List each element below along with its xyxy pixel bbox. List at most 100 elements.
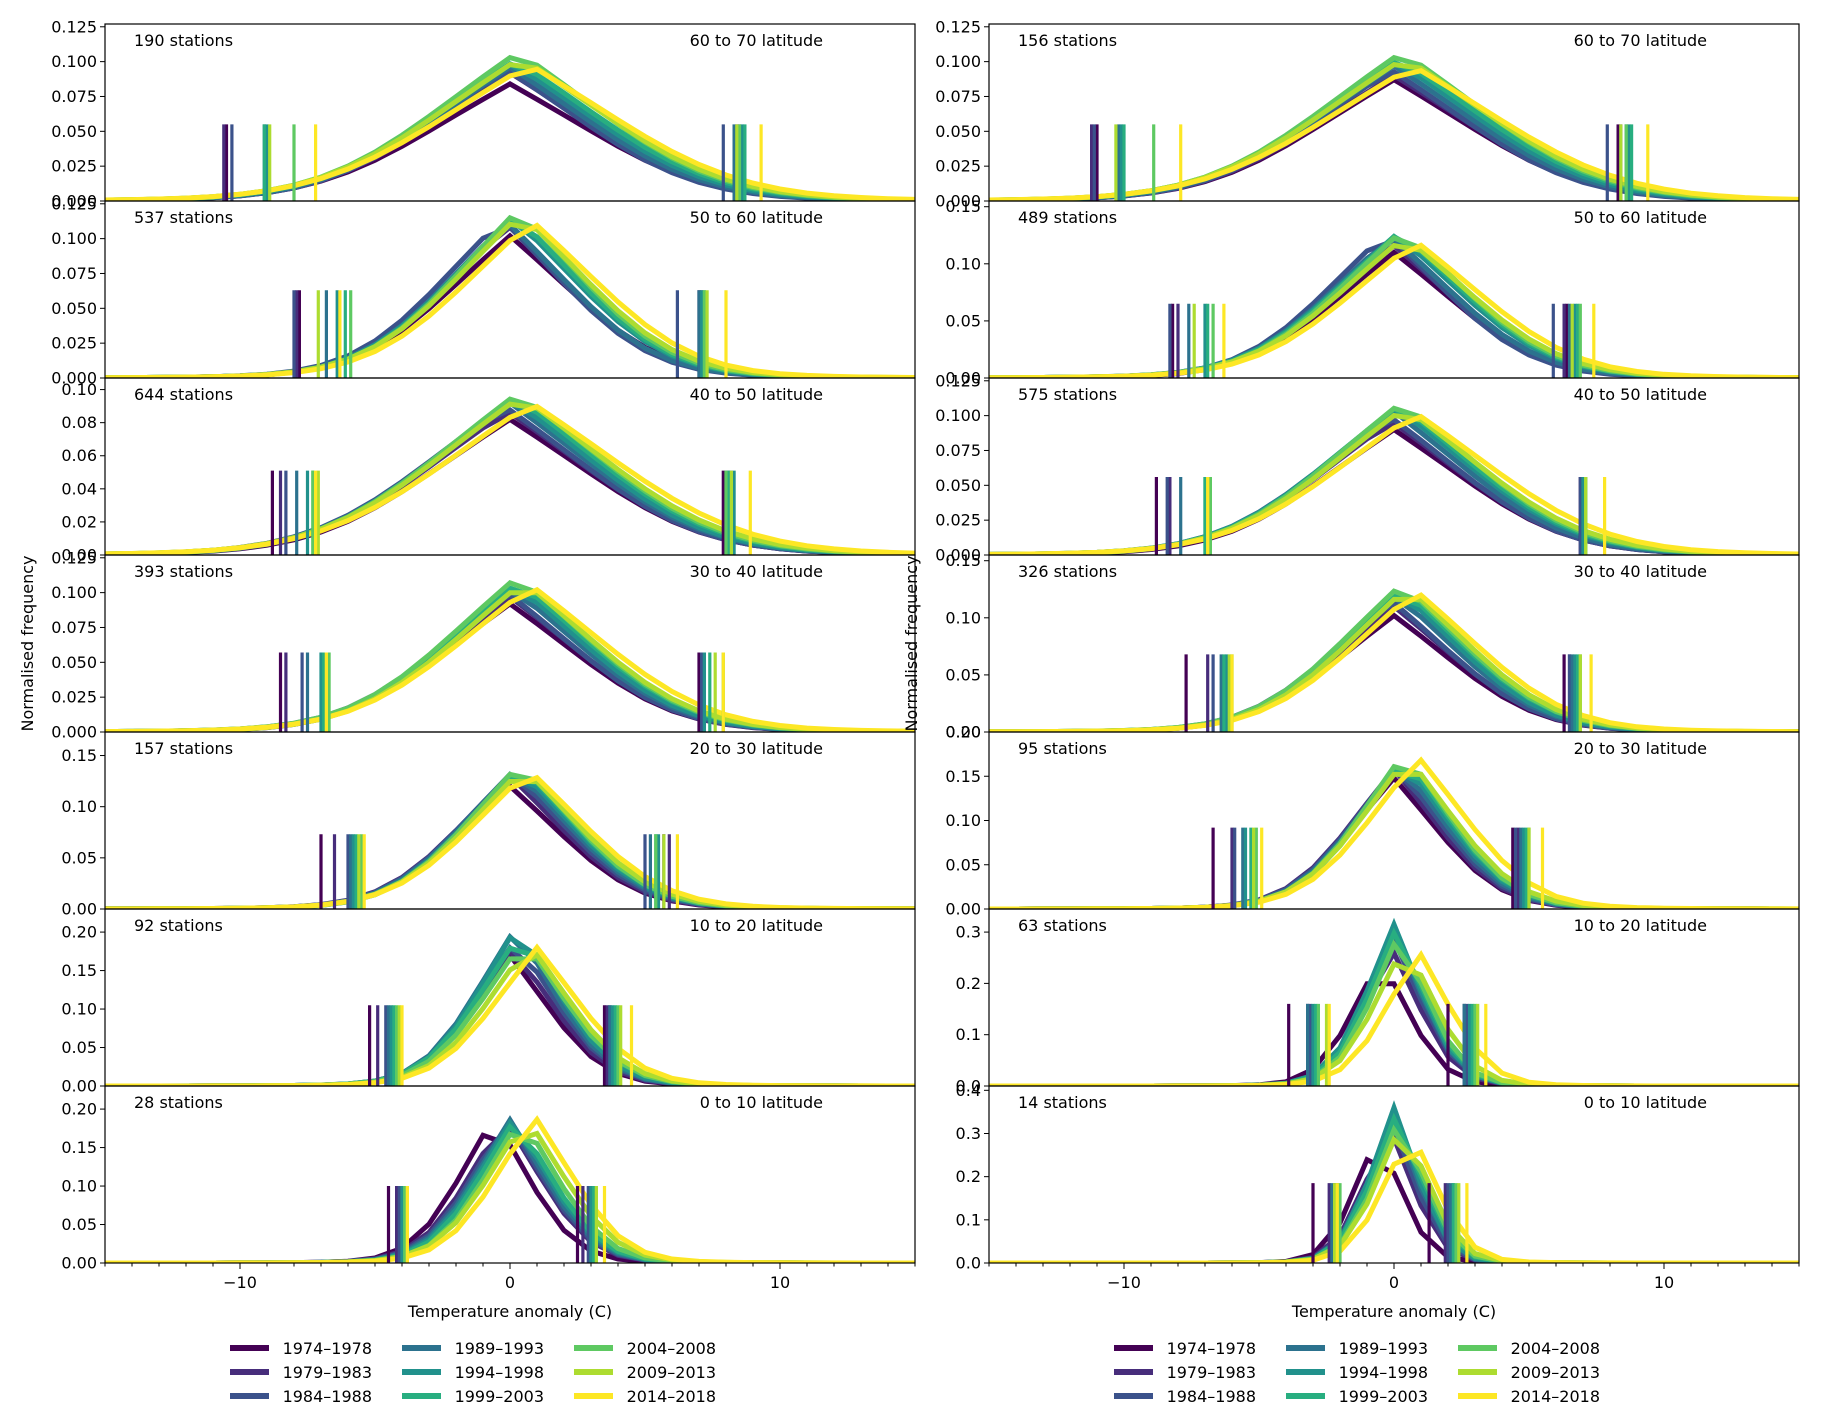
series-line-1984–1988 xyxy=(105,771,915,909)
axes-frame xyxy=(988,23,1800,202)
y-tick-label: 0.05 xyxy=(61,848,97,867)
latitude-label: 40 to 50 latitude xyxy=(1574,385,1707,404)
series-line-2009–2013 xyxy=(989,960,1799,1086)
legend-label: 1974–1978 xyxy=(282,1338,372,1358)
latitude-label: 50 to 60 latitude xyxy=(690,208,823,227)
latitude-label: 40 to 50 latitude xyxy=(690,385,823,404)
panel-0-3: 0.000 0.025 0.050 0.075 0.100 0.125 393 statio… xyxy=(51,548,916,742)
series-line-1999–2003 xyxy=(989,768,1799,909)
y-axis-label: Normalised frequency xyxy=(902,555,921,731)
y-tick-label: 0.000 xyxy=(935,546,981,565)
panel-1-0: 0.000 0.025 0.050 0.075 0.100 0.125 156 statio… xyxy=(935,17,1800,211)
stations-label: 326 stations xyxy=(1018,562,1117,581)
series-line-2014–2018 xyxy=(989,242,1799,378)
axes-frame xyxy=(988,554,1800,733)
y-tick-label: 0.10 xyxy=(945,811,981,830)
y-tick-label: 0.10 xyxy=(61,1000,97,1019)
panel-0-1: 0.000 0.025 0.050 0.075 0.100 0.125 537 statio… xyxy=(51,194,916,388)
y-tick-label: 0.125 xyxy=(51,194,97,213)
legend-item: 1984–1988 xyxy=(200,1384,372,1408)
legend-item: 2004–2008 xyxy=(1428,1336,1600,1360)
x-axis-label: Temperature anomaly (C) xyxy=(1291,1302,1496,1321)
series-line-2014–2018 xyxy=(989,68,1799,201)
latitude-label: 20 to 30 latitude xyxy=(690,739,823,758)
y-tick-label: 0.2 xyxy=(956,974,981,993)
y-tick-label: 0.050 xyxy=(51,653,97,672)
series-line-1979–1983 xyxy=(989,242,1799,378)
legend-swatch xyxy=(1458,1369,1497,1375)
legend-item: 1994–1998 xyxy=(1256,1360,1428,1384)
y-tick-label: 0.125 xyxy=(51,548,97,567)
series-line-1989–1993 xyxy=(989,62,1799,201)
panel-1-1: 0.00 0.05 0.10 0.15 489 stations 50 to 60 lat… xyxy=(945,197,1800,388)
plot-area xyxy=(105,214,915,378)
series-line-1974–1978 xyxy=(989,981,1799,1086)
stations-label: 63 stations xyxy=(1018,916,1107,935)
y-tick-label: 0.0 xyxy=(956,1077,981,1096)
stations-label: 537 stations xyxy=(134,208,233,227)
legend-label: 2014–2018 xyxy=(1510,1386,1600,1406)
series-line-1999–2003 xyxy=(105,585,915,732)
y-tick-label: 0.075 xyxy=(935,441,981,460)
series-line-2014–2018 xyxy=(989,950,1799,1086)
series-line-1994–1998 xyxy=(105,398,915,555)
series-line-1979–1983 xyxy=(989,603,1799,732)
plot-area xyxy=(989,405,1799,555)
series-line-1974–1978 xyxy=(105,782,915,909)
series-line-2009–2013 xyxy=(989,412,1799,555)
y-tick-label: 0.15 xyxy=(61,961,97,980)
y-tick-label: 0.00 xyxy=(61,900,97,919)
y-tick-label: 0.05 xyxy=(945,665,981,684)
legend-item: 1989–1993 xyxy=(1256,1336,1428,1360)
series-line-2009–2013 xyxy=(989,596,1799,732)
series-line-1974–1978 xyxy=(989,249,1799,378)
y-tick-label: 0.2 xyxy=(956,1167,981,1186)
stations-label: 92 stations xyxy=(134,916,223,935)
legend-swatch xyxy=(574,1345,613,1351)
y-tick-label: 0.10 xyxy=(945,608,981,627)
panel-0-0: 0.000 0.025 0.050 0.075 0.100 0.125 190 statio… xyxy=(51,17,916,211)
series-line-1989–1993 xyxy=(989,408,1799,555)
stations-label: 14 stations xyxy=(1018,1093,1107,1112)
legend-right: 1974–1978 1979–1983 1984–1988 1989–1993 1994… xyxy=(1084,1336,1600,1408)
legend-swatch xyxy=(1286,1345,1325,1351)
y-tick-label: 0.025 xyxy=(51,688,97,707)
y-tick-label: 0.025 xyxy=(51,334,97,353)
stations-label: 393 stations xyxy=(134,562,233,581)
x-tick-label: 0 xyxy=(1389,1273,1399,1292)
x-tick-label: 10 xyxy=(1654,1273,1674,1292)
legend-label: 1979–1983 xyxy=(282,1362,372,1382)
stations-label: 28 stations xyxy=(134,1093,223,1112)
legend-item: 1999–2003 xyxy=(1256,1384,1428,1408)
y-tick-label: 0.075 xyxy=(935,87,981,106)
series-line-1999–2003 xyxy=(989,1112,1799,1263)
series-line-2014–2018 xyxy=(105,586,915,732)
legend-item: 2009–2013 xyxy=(1428,1360,1600,1384)
y-tick-label: 0.125 xyxy=(51,17,97,36)
y-tick-label: 0.000 xyxy=(51,723,97,742)
series-line-1974–1978 xyxy=(989,426,1799,555)
legend-swatch xyxy=(1458,1393,1497,1399)
y-tick-label: 0.1 xyxy=(956,1210,981,1229)
legend-label: 1994–1998 xyxy=(1338,1362,1428,1382)
series-line-2009–2013 xyxy=(105,401,915,555)
y-tick-label: 0.1 xyxy=(956,1025,981,1044)
plot-area xyxy=(105,1115,915,1263)
series-line-1999–2003 xyxy=(105,217,915,378)
plot-area xyxy=(989,54,1799,201)
y-tick-label: 0.10 xyxy=(61,797,97,816)
latitude-label: 30 to 40 latitude xyxy=(690,562,823,581)
series-line-1984–1988 xyxy=(989,1121,1799,1263)
y-tick-label: 0.02 xyxy=(61,512,97,531)
legend-item: 1974–1978 xyxy=(200,1336,372,1360)
legend-item: 2004–2008 xyxy=(544,1336,716,1360)
y-tick-label: 0.075 xyxy=(51,618,97,637)
y-tick-label: 0.00 xyxy=(945,900,981,919)
x-tick-label: 0 xyxy=(505,1273,515,1292)
plot-area xyxy=(989,917,1799,1086)
series-line-2014–2018 xyxy=(989,756,1799,909)
latitude-label: 10 to 20 latitude xyxy=(1574,916,1707,935)
legend-label: 1989–1993 xyxy=(454,1338,544,1358)
legend-swatch xyxy=(1114,1393,1153,1399)
legend-swatch xyxy=(230,1369,269,1375)
